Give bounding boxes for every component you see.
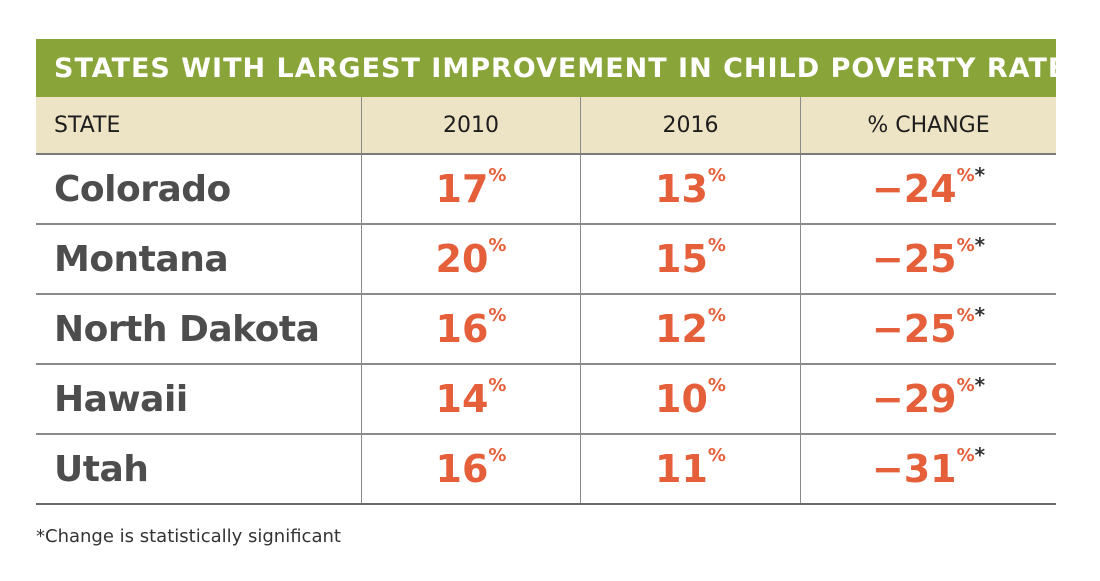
significance-marker: *	[974, 373, 986, 397]
table-row: Colorado 17% 13% −24% *	[36, 155, 1056, 225]
state-name: North Dakota	[54, 308, 320, 350]
state-cell: North Dakota	[36, 295, 361, 363]
value-2010-cell: 20%	[361, 225, 580, 293]
state-name: Colorado	[54, 168, 231, 210]
table-row: Hawaii 14% 10% −29% *	[36, 365, 1056, 435]
significance-marker: *	[974, 303, 986, 327]
percent-sign: %	[956, 164, 975, 186]
percent-sign: %	[488, 164, 507, 186]
header-change: % CHANGE	[800, 97, 1056, 153]
state-name: Utah	[54, 448, 149, 490]
percent-change-cell: −31% *	[800, 435, 1056, 503]
significance-marker: *	[974, 163, 986, 187]
table-row: Montana 20% 15% −25% *	[36, 225, 1056, 295]
table-title: STATES WITH LARGEST IMPROVEMENT IN CHILD…	[36, 39, 1056, 97]
percent-change-cell: −29% *	[800, 365, 1056, 433]
value-2016-cell: 13%	[580, 155, 800, 223]
header-2016: 2016	[580, 97, 800, 153]
value-2010-value: 14	[435, 377, 489, 421]
state-name: Montana	[54, 238, 229, 280]
percent-sign: %	[488, 444, 507, 466]
percent-change-value: −31	[871, 447, 957, 491]
value-2016-value: 12	[655, 307, 708, 351]
value-2016-value: 11	[655, 447, 708, 491]
value-2010-value: 16	[435, 447, 489, 491]
value-2010-value: 16	[435, 307, 489, 351]
value-2010-value: 20	[435, 237, 489, 281]
percent-change-value: −25	[871, 237, 957, 281]
value-2016-cell: 11%	[580, 435, 800, 503]
table-row: North Dakota 16% 12% −25% *	[36, 295, 1056, 365]
value-2016-cell: 12%	[580, 295, 800, 363]
header-2010: 2010	[361, 97, 580, 153]
percent-sign: %	[956, 374, 975, 396]
poverty-table: STATES WITH LARGEST IMPROVEMENT IN CHILD…	[36, 39, 1056, 505]
percent-sign: %	[488, 374, 507, 396]
percent-change-cell: −25% *	[800, 225, 1056, 293]
value-2016-value: 10	[655, 377, 708, 421]
percent-sign: %	[707, 304, 726, 326]
percent-sign: %	[707, 164, 726, 186]
state-cell: Hawaii	[36, 365, 361, 433]
state-cell: Utah	[36, 435, 361, 503]
percent-change-cell: −24% *	[800, 155, 1056, 223]
percent-sign: %	[956, 304, 975, 326]
value-2016-value: 13	[655, 167, 708, 211]
percent-change-cell: −25% *	[800, 295, 1056, 363]
value-2010-cell: 17%	[361, 155, 580, 223]
value-2010-cell: 16%	[361, 435, 580, 503]
percent-sign: %	[707, 444, 726, 466]
state-cell: Montana	[36, 225, 361, 293]
percent-change-value: −29	[871, 377, 957, 421]
value-2016-cell: 15%	[580, 225, 800, 293]
percent-sign: %	[956, 444, 975, 466]
value-2010-cell: 16%	[361, 295, 580, 363]
table-row: Utah 16% 11% −31% *	[36, 435, 1056, 505]
significance-marker: *	[974, 233, 986, 257]
header-state: STATE	[54, 112, 121, 138]
value-2010-cell: 14%	[361, 365, 580, 433]
value-2016-value: 15	[655, 237, 708, 281]
header-row: STATE 2010 2016 % CHANGE	[36, 97, 1056, 155]
percent-sign: %	[488, 234, 507, 256]
percent-sign: %	[956, 234, 975, 256]
state-name: Hawaii	[54, 378, 188, 420]
value-2016-cell: 10%	[580, 365, 800, 433]
significance-marker: *	[974, 443, 986, 467]
state-cell: Colorado	[36, 155, 361, 223]
percent-sign: %	[488, 304, 507, 326]
percent-change-value: −25	[871, 307, 957, 351]
percent-change-value: −24	[871, 167, 957, 211]
footnote: *Change is statistically significant	[36, 526, 341, 547]
percent-sign: %	[707, 234, 726, 256]
table-body: Colorado 17% 13% −24% * Montana 20% 15% −25% * Nor…	[36, 155, 1056, 505]
percent-sign: %	[707, 374, 726, 396]
value-2010-value: 17	[435, 167, 489, 211]
